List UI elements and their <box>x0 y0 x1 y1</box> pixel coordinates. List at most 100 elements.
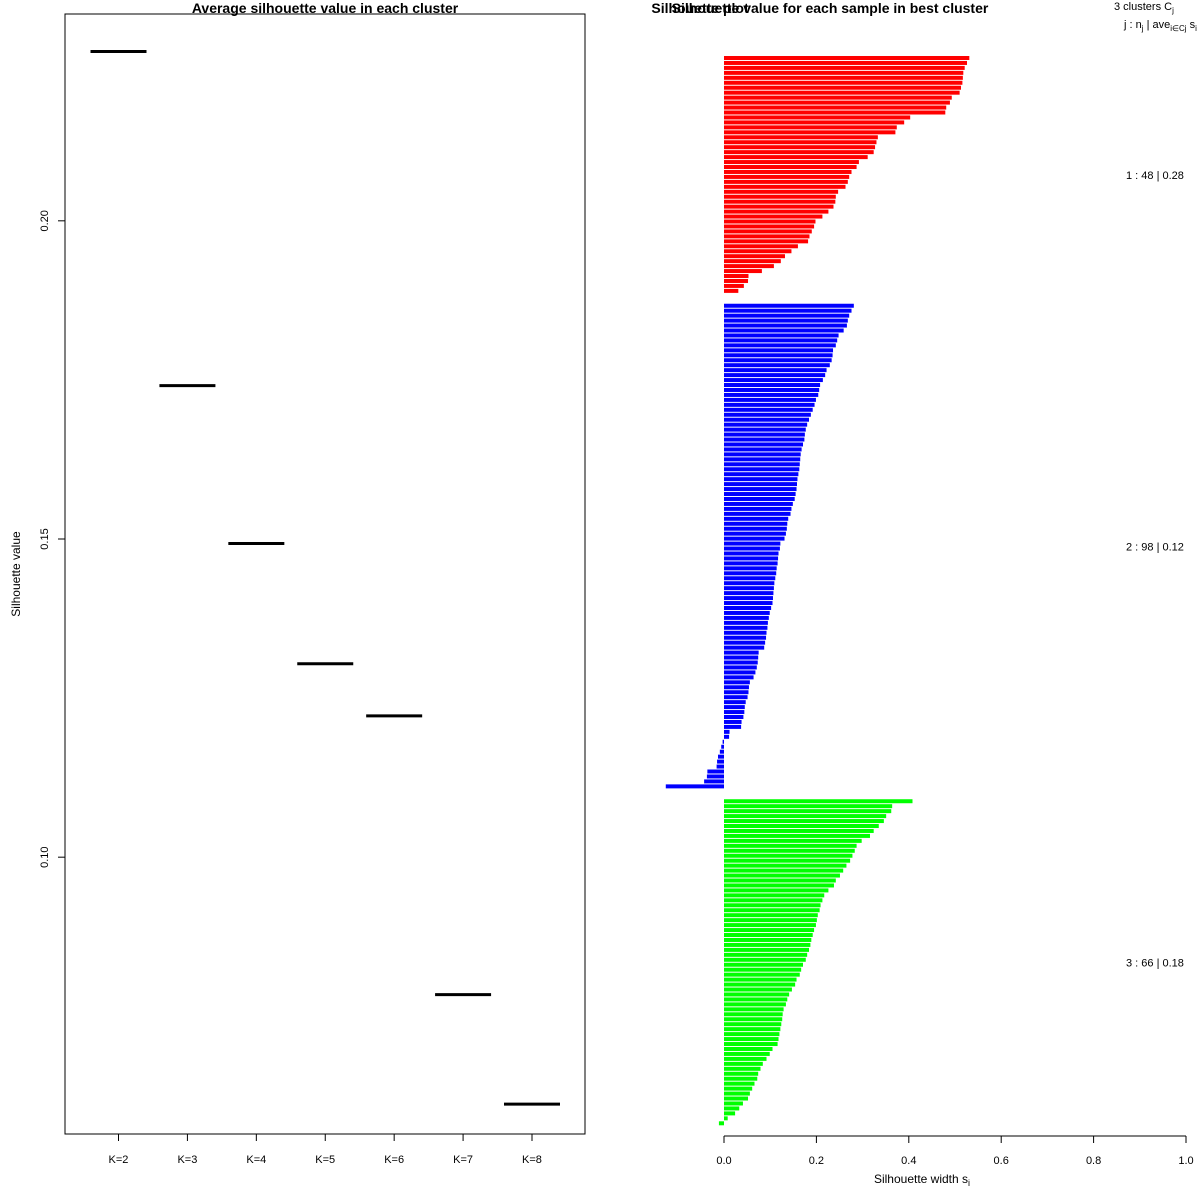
silhouette-bar-c2-56 <box>724 576 776 581</box>
silhouette-bar-c3-41 <box>724 997 788 1002</box>
silhouette-bar-c2-40 <box>724 496 795 501</box>
left-x-tick-label: K=6 <box>384 1154 404 1166</box>
silhouette-bar-c2-51 <box>724 551 779 556</box>
silhouette-bar-c2-28 <box>724 437 805 442</box>
silhouette-bar-c3-19 <box>724 888 829 893</box>
silhouette-bar-c2-64 <box>724 615 769 620</box>
silhouette-bar-c3-64 <box>724 1111 736 1116</box>
silhouette-bar-c2-36 <box>724 477 798 482</box>
silhouette-bar-c2-16 <box>724 378 823 383</box>
silhouette-bar-c2-62 <box>724 605 772 610</box>
silhouette-bar-c1-37 <box>724 234 810 239</box>
silhouette-bar-c3-33 <box>724 957 806 962</box>
right-panel: Silhouette plot Silhouette value for eac… <box>651 0 1197 1188</box>
silhouette-bar-c3-34 <box>724 962 804 967</box>
silhouette-bar-c3-45 <box>724 1017 783 1022</box>
silhouette-bar-c2-85 <box>724 719 742 724</box>
silhouette-bar-c2-76 <box>724 675 754 680</box>
silhouette-bar-c2-11 <box>724 353 833 358</box>
silhouette-bar-c2-79 <box>724 690 749 695</box>
left-y-axis: 0.10 0.15 0.20 <box>39 210 65 868</box>
silhouette-bar-c3-17 <box>724 878 836 883</box>
silhouette-bar-c2-91 <box>719 749 724 754</box>
silhouette-bar-c3-65 <box>724 1116 728 1121</box>
right-x-tick-label: 0.2 <box>809 1155 824 1167</box>
silhouette-bar-c2-18 <box>724 387 820 392</box>
silhouette-bar-c3-31 <box>724 947 810 952</box>
silhouette-bar-c3-13 <box>724 858 851 863</box>
silhouette-bar-c1-30 <box>724 199 836 204</box>
silhouette-bar-c3-61 <box>724 1096 749 1101</box>
silhouette-bar-c3-59 <box>724 1086 753 1091</box>
silhouette-bar-c1-3 <box>724 65 965 70</box>
silhouette-bar-c1-13 <box>724 115 911 120</box>
silhouette-bar-c1-45 <box>724 274 749 279</box>
right-x-axis: 0.0 0.2 0.4 0.6 0.8 1.0 <box>716 1135 1194 1167</box>
right-chart-title: Silhouette value for each sample in best… <box>672 0 989 16</box>
silhouette-bar-c2-67 <box>724 630 767 635</box>
silhouette-bar-c2-94 <box>716 764 724 769</box>
silhouette-bar-c3-20 <box>724 893 825 898</box>
silhouette-bar-c1-1 <box>724 56 970 60</box>
left-y-axis-label: Silhouette value <box>9 531 23 617</box>
silhouette-bar-c1-6 <box>724 80 963 85</box>
left-panel: Average silhouette value in each cluster… <box>9 0 586 1166</box>
right-x-tick-label: 0.8 <box>1086 1155 1101 1167</box>
silhouette-bar-c3-26 <box>724 923 816 928</box>
silhouette-bar-c2-43 <box>724 511 791 516</box>
silhouette-bar-c3-48 <box>724 1032 780 1037</box>
silhouette-bar-c2-35 <box>724 472 799 477</box>
silhouette-bar-c1-4 <box>724 70 964 75</box>
silhouette-bar-c2-15 <box>724 373 826 378</box>
left-x-tick-label: K=8 <box>522 1154 542 1166</box>
cluster-label-1: 1 : 48 | 0.28 <box>1126 170 1184 182</box>
silhouette-bar-c2-44 <box>724 516 789 521</box>
left-y-tick-label: 0.15 <box>39 528 51 549</box>
silhouette-bar-c3-24 <box>724 913 818 918</box>
silhouette-bar-c2-5 <box>724 323 847 328</box>
silhouette-bar-c3-14 <box>724 863 847 868</box>
silhouette-bar-c2-20 <box>724 397 816 402</box>
silhouette-bar-c2-30 <box>724 447 802 452</box>
silhouette-bar-c1-17 <box>724 135 878 140</box>
silhouette-bar-c3-18 <box>724 883 834 888</box>
left-x-tick-label: K=4 <box>246 1154 266 1166</box>
cluster-labels: 1 : 48 | 0.28 2 : 98 | 0.12 3 : 66 | 0.18 <box>1126 170 1184 970</box>
silhouette-bar-c1-26 <box>724 179 848 184</box>
silhouette-bar-c1-25 <box>724 174 850 179</box>
silhouette-bar-c3-25 <box>724 918 817 923</box>
cluster-legend-header: 3 clusters Cj j : nj | avei∈Cj si <box>1114 1 1197 33</box>
silhouette-bar-c3-10 <box>724 843 857 848</box>
silhouette-bar-c1-39 <box>724 244 798 249</box>
silhouette-bar-c3-51 <box>724 1046 773 1051</box>
silhouette-bar-c3-55 <box>724 1066 761 1071</box>
cluster-label-2: 2 : 98 | 0.12 <box>1126 542 1184 554</box>
silhouette-bar-c3-49 <box>724 1037 779 1042</box>
silhouette-bar-c3-21 <box>724 898 823 903</box>
silhouette-bar-c2-55 <box>724 571 777 576</box>
silhouette-bar-c2-49 <box>724 541 781 546</box>
silhouette-bar-c2-95 <box>707 769 724 774</box>
silhouette-bar-c2-10 <box>724 348 834 353</box>
right-x-tick-label: 0.6 <box>994 1155 1009 1167</box>
silhouette-bar-c3-50 <box>724 1042 778 1047</box>
silhouette-bar-c1-10 <box>724 100 950 105</box>
silhouette-bar-c2-46 <box>724 526 787 531</box>
silhouette-bar-c3-28 <box>724 933 813 938</box>
silhouette-bar-c3-57 <box>724 1076 758 1081</box>
silhouette-bar-c2-74 <box>724 665 757 670</box>
silhouette-bar-c2-83 <box>724 710 745 715</box>
silhouette-bar-c2-4 <box>724 318 848 323</box>
silhouette-bar-c2-84 <box>724 715 744 720</box>
silhouette-bar-c3-44 <box>724 1012 783 1017</box>
right-x-tick-label: 1.0 <box>1178 1155 1193 1167</box>
silhouette-bar-c2-47 <box>724 531 786 536</box>
silhouette-bar-c1-36 <box>724 229 812 234</box>
silhouette-bar-c2-78 <box>724 685 749 690</box>
silhouette-bar-c2-2 <box>724 308 852 313</box>
left-chart-title: Average silhouette value in each cluster <box>192 0 459 16</box>
silhouette-bar-c3-63 <box>724 1106 740 1111</box>
silhouette-bar-c2-90 <box>721 744 724 749</box>
silhouette-bar-c3-32 <box>724 952 808 957</box>
